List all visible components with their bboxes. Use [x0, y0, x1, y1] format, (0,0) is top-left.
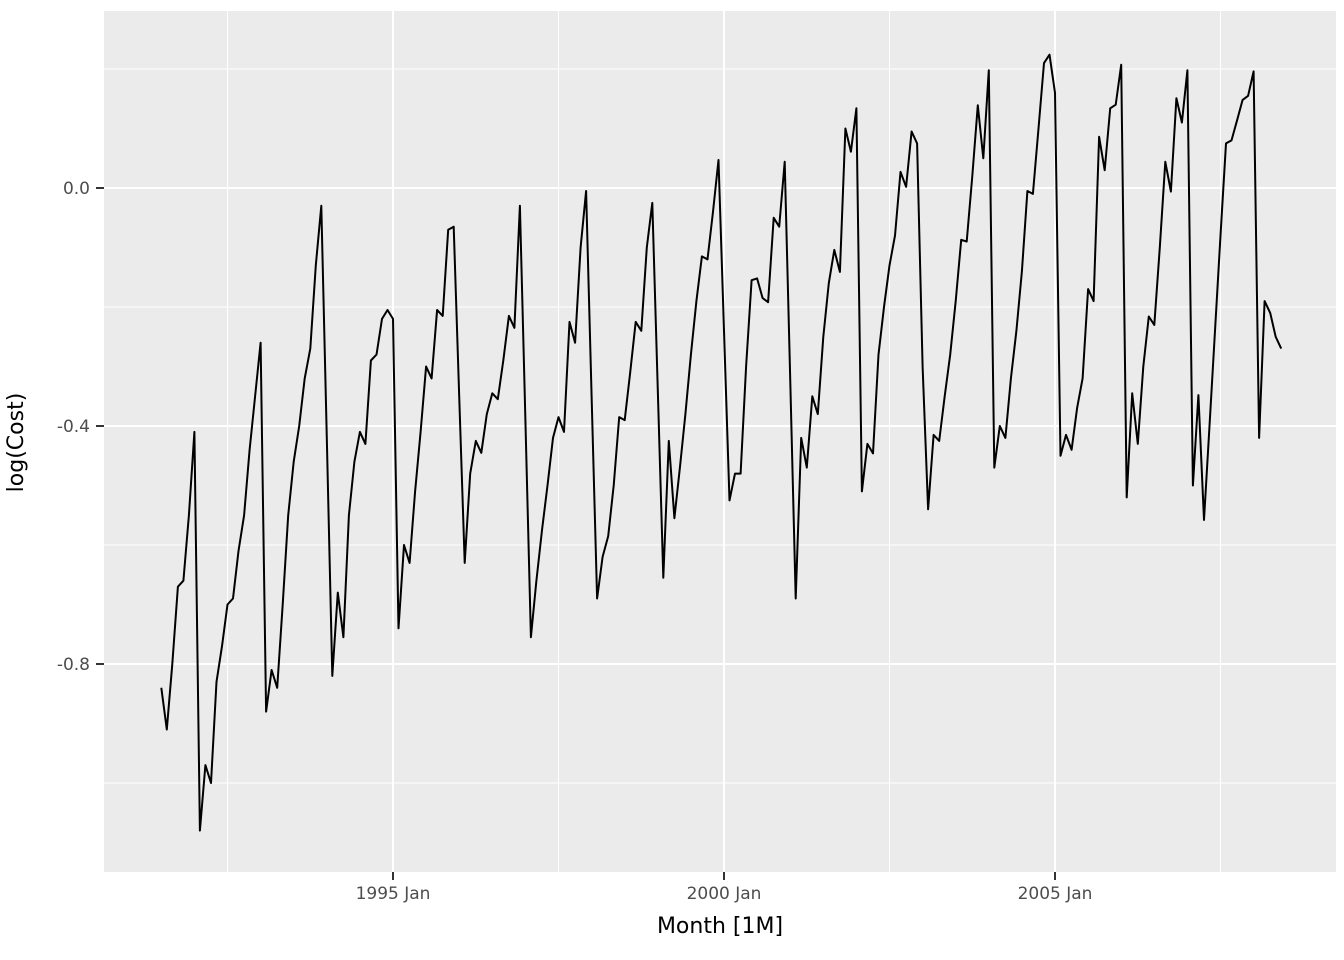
x-axis-title: Month [1M] [656, 914, 784, 939]
y-axis-tick-label: -0.4 [57, 417, 90, 437]
x-axis-tick-label: 2005 Jan [1018, 884, 1093, 904]
x-axis-tick-label: 2000 Jan [687, 884, 762, 904]
x-axis-tick-label: 1995 Jan [356, 884, 431, 904]
y-axis-title: log(Cost) [4, 392, 29, 493]
y-axis-tick-label: 0.0 [63, 179, 90, 199]
chart-panel [104, 11, 1336, 872]
y-axis-tick-label: -0.8 [57, 655, 90, 675]
series-line [160, 53, 1283, 832]
